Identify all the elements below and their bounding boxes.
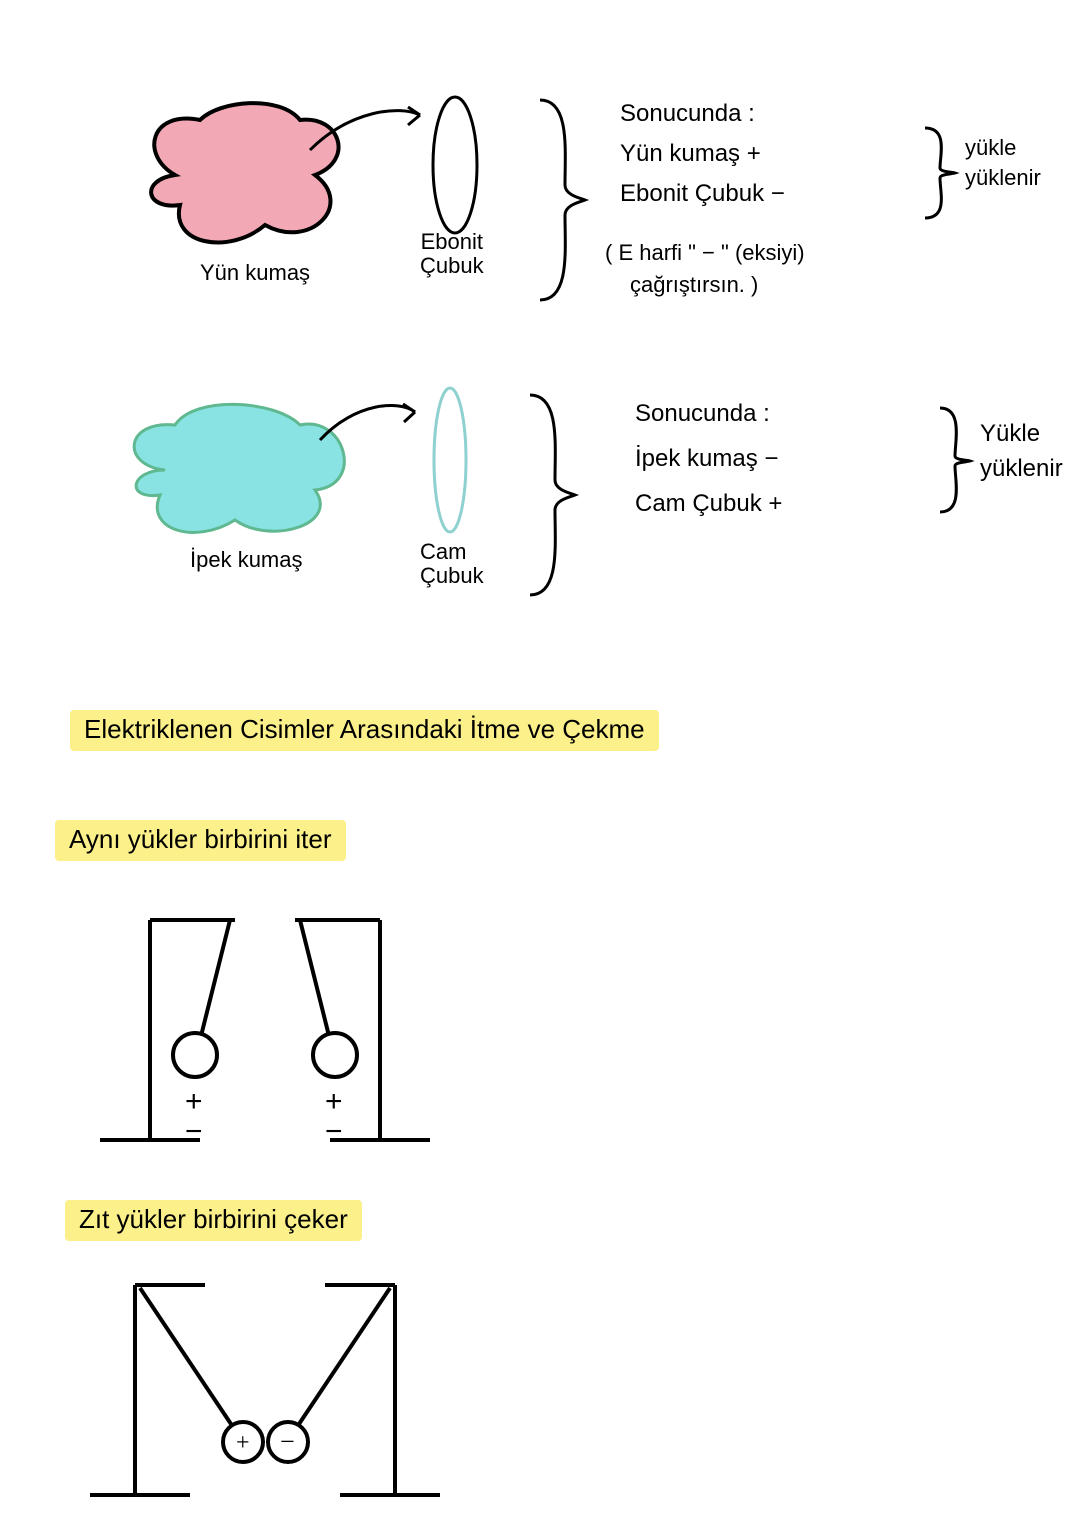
arrow-silk-to-rod xyxy=(310,390,430,460)
result2-side-l1: Yükle xyxy=(980,420,1040,448)
glass-label: Cam Çubuk xyxy=(420,540,484,588)
brace-1-small xyxy=(920,120,960,220)
wool-label: Yün kumaş xyxy=(200,260,310,285)
repel-right-plus: + xyxy=(325,1085,343,1119)
heading-attract: Zıt yükler birbirini çeker xyxy=(65,1200,362,1241)
result2-l2: Cam Çubuk + xyxy=(635,490,782,518)
result2-title: Sonucunda : xyxy=(635,400,770,428)
result1-side-l2: yüklenir xyxy=(965,165,1041,191)
brace-1 xyxy=(530,90,590,310)
repel-left-minus: − xyxy=(185,1115,203,1149)
result1-l2: Ebonit Çubuk − xyxy=(620,180,785,208)
brace-2 xyxy=(520,385,580,605)
glass-rod xyxy=(420,380,480,560)
heading-charged-bodies: Elektriklenen Cisimler Arasındaki İtme v… xyxy=(70,710,659,751)
page: Yün kumaş Ebonit Çubuk Sonucunda : Yün k… xyxy=(0,0,1080,1527)
heading-repel: Aynı yükler birbirini iter xyxy=(55,820,346,861)
result2-l1: İpek kumaş − xyxy=(635,445,778,473)
result2-side-l2: yüklenir xyxy=(980,455,1063,483)
result1-side-l1: yükle xyxy=(965,135,1016,161)
attract-right-sign: − xyxy=(280,1427,295,1456)
result1-l1: Yün kumaş + xyxy=(620,140,761,168)
diagram-attract: + − xyxy=(70,1260,470,1520)
silk-label: İpek kumaş xyxy=(190,548,303,572)
ebonite-label: Ebonit Çubuk xyxy=(420,230,484,278)
repel-left-plus: + xyxy=(185,1085,203,1119)
attract-left-sign: + xyxy=(236,1430,250,1456)
brace-2-small xyxy=(935,400,975,520)
arrow-wool-to-rod xyxy=(300,95,440,175)
result1-note-l2: çağrıştırsın. ) xyxy=(630,272,758,298)
repel-right-minus: − xyxy=(325,1115,343,1149)
result1-note-l1: ( E harfi " − " (eksiyi) xyxy=(605,240,805,266)
diagram-repel xyxy=(80,890,480,1170)
result1-title: Sonucunda : xyxy=(620,100,755,128)
